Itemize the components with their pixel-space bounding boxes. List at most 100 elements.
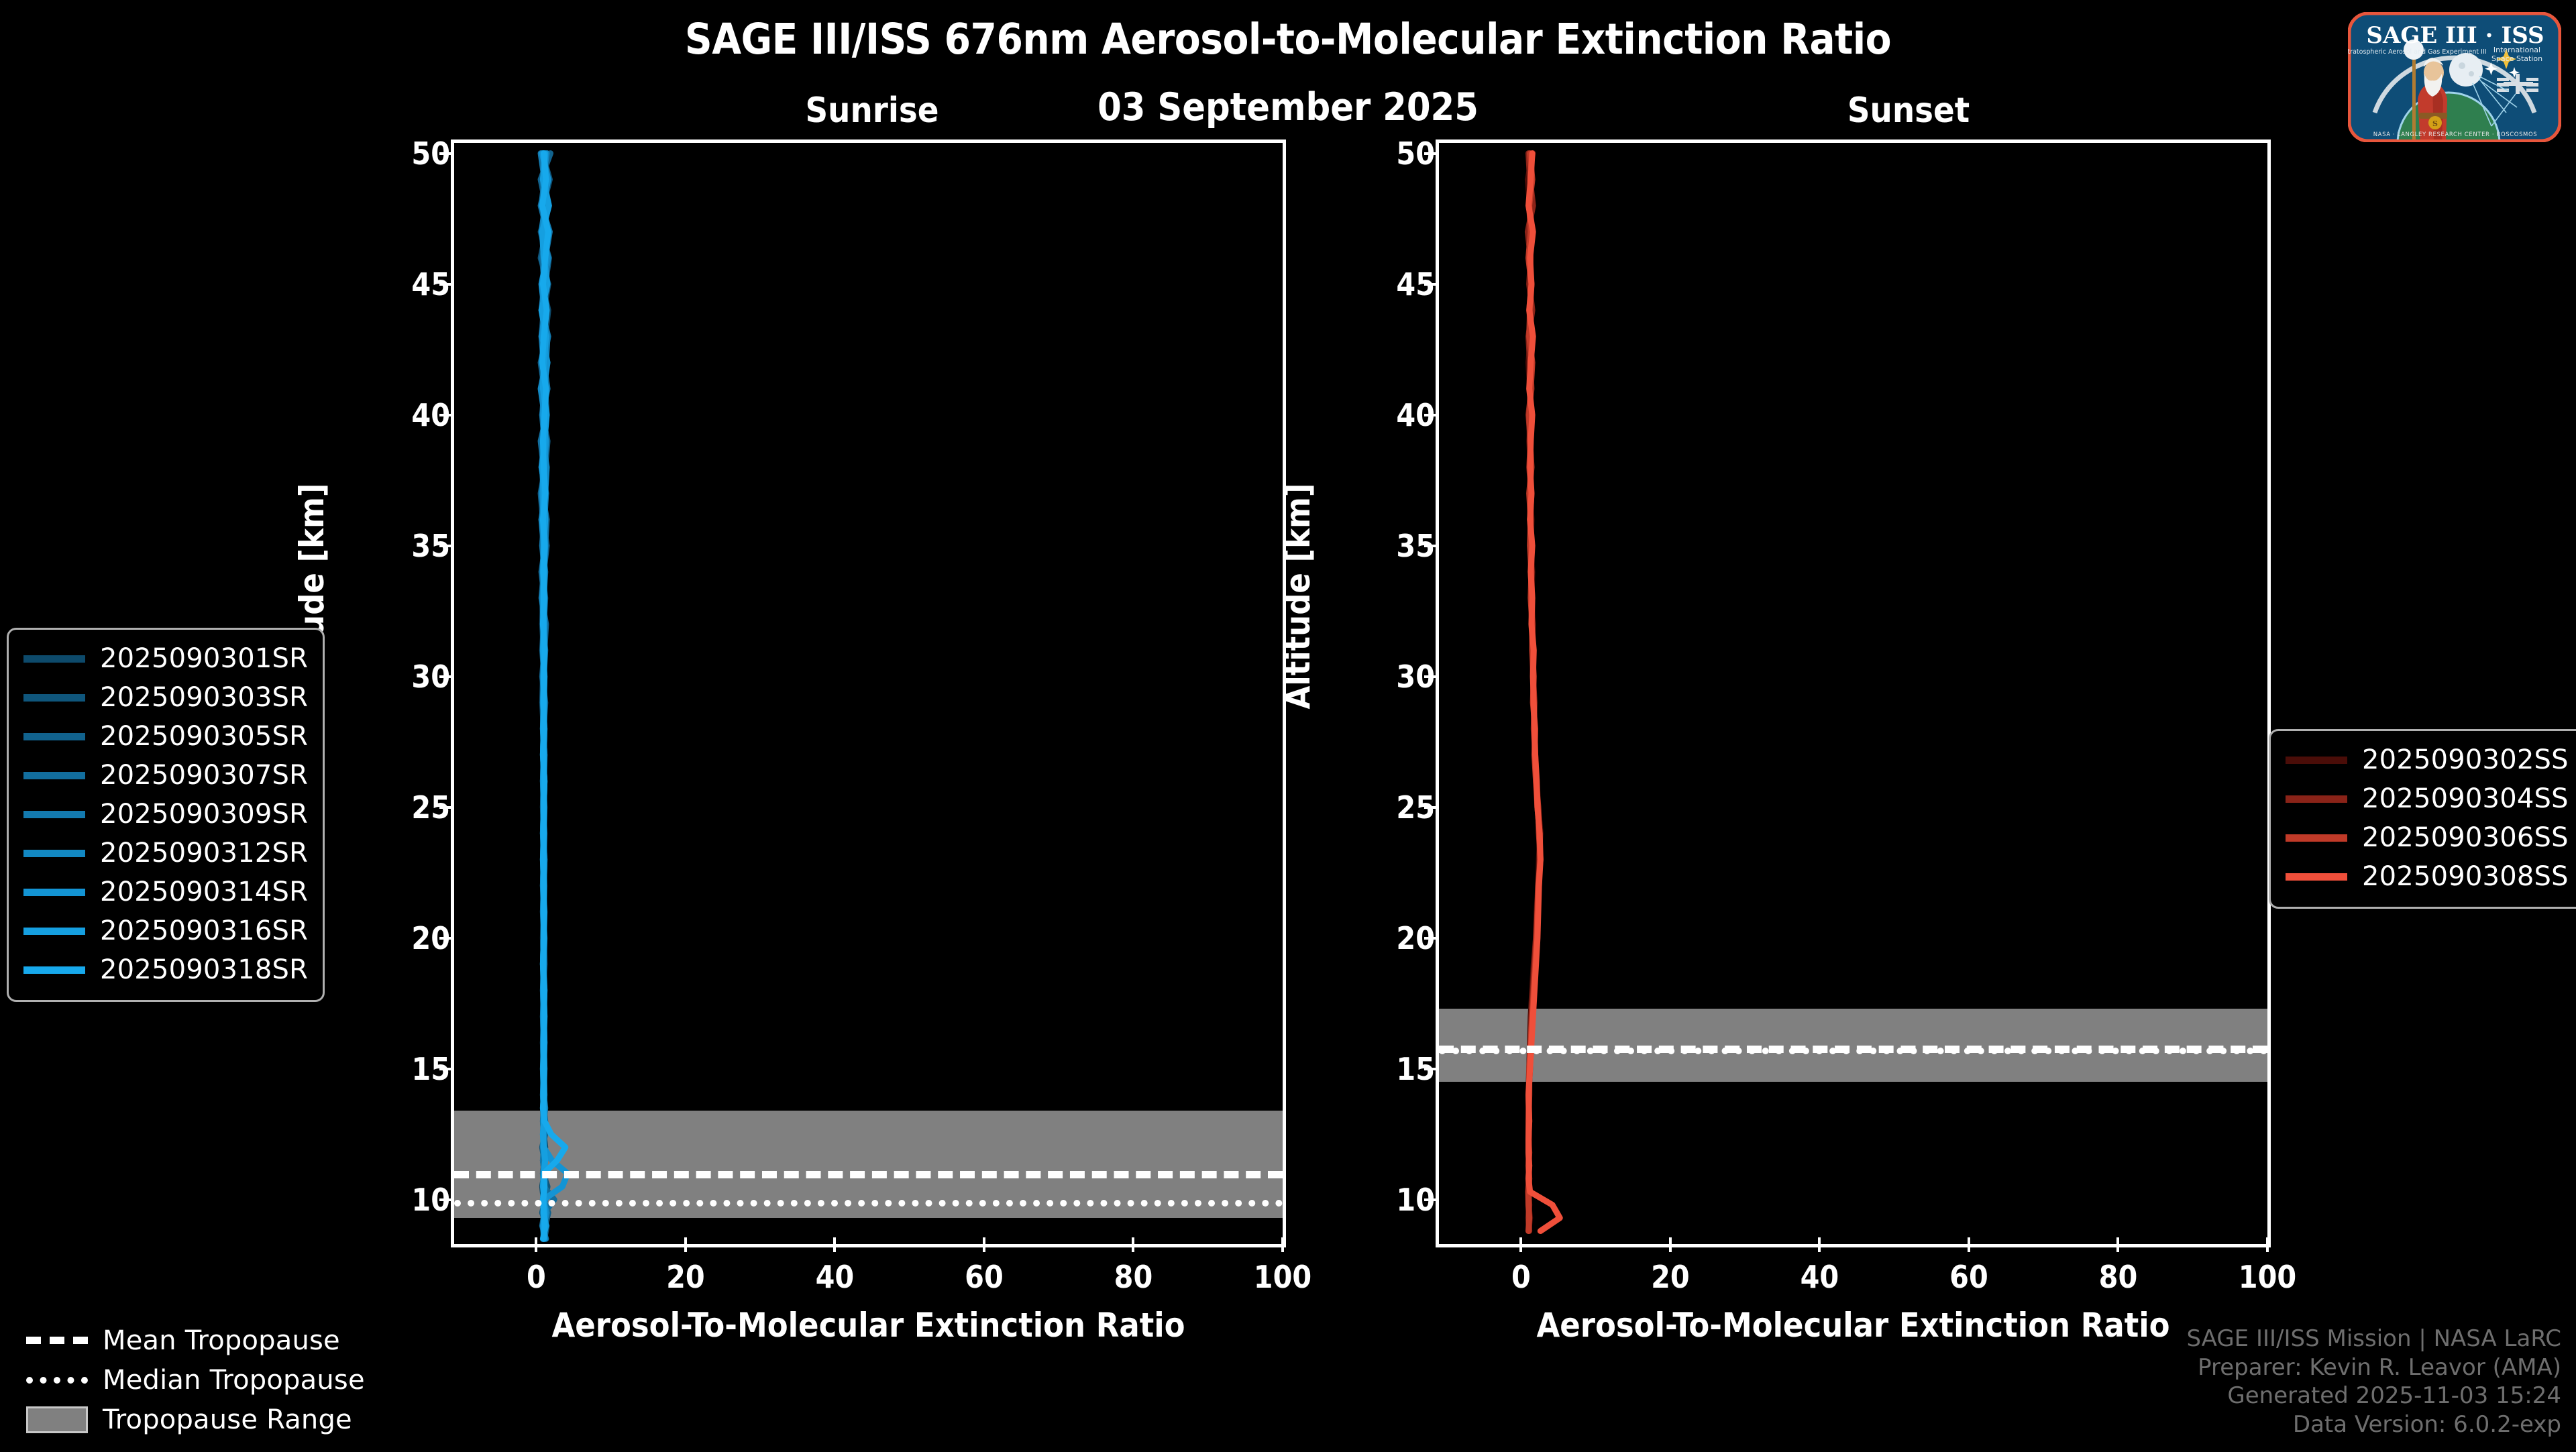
legend-item-label: 2025090316SR bbox=[100, 915, 309, 946]
legend-color-swatch-icon bbox=[2286, 873, 2347, 881]
y-axis-tick-mark bbox=[439, 282, 454, 286]
panel-caption-sunrise: Sunrise bbox=[805, 91, 939, 131]
y-axis-tick-label: 30 bbox=[1396, 658, 1435, 695]
legend-sunrise-item[interactable]: 2025090318SR bbox=[23, 950, 308, 989]
x-axis-title-sunset: Aerosol-To-Molecular Extinction Ratio bbox=[1536, 1306, 2170, 1345]
legend-color-swatch-icon bbox=[2286, 756, 2347, 764]
legend-color-swatch-icon bbox=[23, 810, 85, 818]
profile-line bbox=[1525, 150, 1563, 1234]
x-axis-title-sunrise: Aerosol-To-Molecular Extinction Ratio bbox=[551, 1306, 1185, 1345]
y-axis-title-sunset: Altitude [km] bbox=[1279, 483, 1318, 710]
legend-color-swatch-icon bbox=[26, 1406, 88, 1433]
plot-panel-sunset: Aerosol-To-Molecular Extinction Ratio 10… bbox=[1396, 135, 2296, 1345]
logo-title: SAGE III · ISS bbox=[2366, 22, 2544, 49]
median-tropopause-line bbox=[454, 1199, 1283, 1207]
y-axis-tick-label: 35 bbox=[1396, 527, 1435, 564]
legend-color-swatch-icon bbox=[26, 1376, 88, 1384]
x-axis-tick-mark bbox=[1281, 1237, 1284, 1252]
y-axis-tick-mark bbox=[1424, 1067, 1439, 1070]
y-axis-tick-mark bbox=[1424, 936, 1439, 940]
logo-subtitle-right-1: International bbox=[2493, 46, 2540, 54]
page-title: SAGE III/ISS 676nm Aerosol-to-Molecular … bbox=[684, 15, 1892, 64]
x-axis-tick-mark bbox=[2266, 1237, 2269, 1252]
y-axis-tick-label: 50 bbox=[1396, 135, 1435, 172]
legend-sunset-item[interactable]: 2025090306SS bbox=[2286, 818, 2569, 857]
y-axis-tick-mark bbox=[1424, 544, 1439, 547]
legend-sunrise-item[interactable]: 2025090305SR bbox=[23, 717, 308, 756]
y-axis-tick-mark bbox=[439, 1198, 454, 1201]
y-axis-tick-mark bbox=[439, 936, 454, 940]
page-subtitle: 03 September 2025 bbox=[1097, 85, 1479, 129]
legend-sunrise-item[interactable]: 2025090314SR bbox=[23, 873, 308, 911]
x-axis-tick-mark bbox=[1519, 1237, 1523, 1252]
legend-sunrise-item[interactable]: 2025090316SR bbox=[23, 911, 308, 950]
y-axis-tick-label: 40 bbox=[411, 396, 450, 433]
y-axis-tick-mark bbox=[1424, 1198, 1439, 1201]
legend-tropopause-item[interactable]: Median Tropopause bbox=[26, 1360, 365, 1400]
y-axis-tick-label: 35 bbox=[411, 527, 450, 564]
x-axis-tick-label: 80 bbox=[1114, 1259, 1153, 1295]
legend-item-label: Mean Tropopause bbox=[103, 1325, 340, 1356]
profile-curves bbox=[537, 150, 571, 1242]
mean-tropopause-line bbox=[454, 1170, 1283, 1178]
legend-tropopause-item[interactable]: Tropopause Range bbox=[26, 1400, 365, 1439]
x-axis-tick-label: 100 bbox=[2238, 1259, 2297, 1295]
legend-sunrise-item[interactable]: 2025090309SR bbox=[23, 795, 308, 834]
legend-item-label: 2025090301SR bbox=[100, 643, 309, 674]
plot-panel-sunrise: Aerosol-To-Molecular Extinction Ratio 10… bbox=[411, 135, 1311, 1345]
tropopause-range-band bbox=[1439, 1008, 2267, 1082]
y-axis-tick-label: 45 bbox=[411, 266, 450, 302]
x-axis-tick-mark bbox=[833, 1237, 837, 1252]
legend-sunrise-item[interactable]: 2025090301SR bbox=[23, 639, 308, 678]
y-axis-tick-label: 40 bbox=[1396, 396, 1435, 433]
legend-sunrise[interactable]: 2025090301SR 2025090303SR 2025090305SR 2025… bbox=[7, 628, 325, 1002]
legend-item-label: 2025090305SR bbox=[100, 721, 309, 752]
y-axis-tick-label: 25 bbox=[411, 789, 450, 826]
sage-iii-iss-mission-patch-logo: S SAGE III · ISS Stratospheric Aerosol a… bbox=[2343, 11, 2562, 143]
y-axis-tick-mark bbox=[439, 413, 454, 416]
credits-line: SAGE III/ISS Mission | NASA LaRC bbox=[2186, 1325, 2561, 1352]
x-axis-tick-mark bbox=[2116, 1237, 2120, 1252]
legend-sunrise-item[interactable]: 2025090312SR bbox=[23, 834, 308, 873]
legend-tropopause[interactable]: Mean Tropopause Median Tropopause Tropopau… bbox=[9, 1309, 382, 1452]
y-axis-tick-label: 20 bbox=[411, 919, 450, 956]
y-axis-tick-label: 45 bbox=[1396, 266, 1435, 302]
legend-sunset[interactable]: 2025090302SS 2025090304SS 2025090306SS 2025… bbox=[2269, 729, 2576, 909]
x-axis-tick-label: 40 bbox=[1800, 1259, 1839, 1295]
y-axis-tick-mark bbox=[1424, 282, 1439, 286]
y-axis-tick-mark bbox=[1424, 152, 1439, 155]
legend-sunset-item[interactable]: 2025090308SS bbox=[2286, 857, 2569, 896]
credits-line: Data Version: 6.0.2-exp bbox=[2292, 1411, 2561, 1439]
x-axis-tick-mark bbox=[982, 1237, 985, 1252]
y-axis-tick-mark bbox=[1424, 675, 1439, 678]
legend-item-label: 2025090303SR bbox=[100, 682, 309, 713]
legend-item-label: 2025090314SR bbox=[100, 877, 309, 907]
logo-subtitle-right-2: Space Station bbox=[2491, 54, 2542, 63]
legend-sunset-item[interactable]: 2025090304SS bbox=[2286, 779, 2569, 818]
legend-color-swatch-icon bbox=[23, 771, 85, 779]
credits-block: SAGE III/ISS Mission | NASA LaRC Preparer… bbox=[2186, 1325, 2561, 1439]
x-axis-tick-mark bbox=[1818, 1237, 1821, 1252]
x-axis-tick-label: 40 bbox=[815, 1259, 855, 1295]
median-tropopause-line bbox=[1439, 1048, 2267, 1055]
x-axis-tick-mark bbox=[1132, 1237, 1135, 1252]
profile-curves bbox=[1524, 150, 1563, 1234]
y-axis-tick-label: 10 bbox=[1396, 1181, 1435, 1218]
legend-tropopause-item[interactable]: Mean Tropopause bbox=[26, 1321, 365, 1360]
y-axis-tick-mark bbox=[439, 544, 454, 547]
legend-item-label: 2025090318SR bbox=[100, 954, 309, 985]
legend-sunrise-item[interactable]: 2025090307SR bbox=[23, 756, 308, 795]
x-axis-tick-label: 80 bbox=[2098, 1259, 2138, 1295]
logo-subtitle-left: Stratospheric Aerosol and Gas Experiment… bbox=[2348, 48, 2487, 56]
legend-color-swatch-icon bbox=[23, 732, 85, 740]
profile-line bbox=[539, 150, 569, 1242]
legend-item-label: 2025090308SS bbox=[2362, 861, 2569, 892]
y-axis-tick-mark bbox=[1424, 805, 1439, 809]
legend-item-label: 2025090307SR bbox=[100, 760, 309, 791]
plot-area-sunset bbox=[1439, 143, 2267, 1244]
legend-color-swatch-icon bbox=[26, 1337, 88, 1344]
y-axis-tick-mark bbox=[439, 675, 454, 678]
legend-sunset-item[interactable]: 2025090302SS bbox=[2286, 740, 2569, 779]
x-axis-tick-label: 20 bbox=[666, 1259, 705, 1295]
legend-sunrise-item[interactable]: 2025090303SR bbox=[23, 678, 308, 717]
